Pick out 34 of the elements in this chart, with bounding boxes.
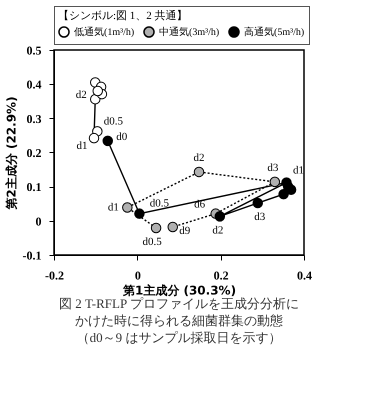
annotation: d0.5: [104, 115, 124, 128]
annotation: d0.5: [142, 236, 162, 248]
annotation: d3: [267, 162, 279, 174]
legend-label: 低通気(1m³/h): [74, 26, 134, 38]
annotation: d9: [179, 224, 191, 237]
x-tick-label: 0.4: [297, 268, 312, 282]
annotation: d0.5: [150, 198, 170, 210]
caption: 図 2 T-RFLP プロファイルを王成分分析に: [59, 296, 299, 311]
y-axis-title: 第2主成分 (22.9%): [4, 96, 19, 211]
y-tick-label: 0.3: [26, 112, 42, 126]
y-tick-label: -0.1: [22, 248, 42, 262]
annotation: d2: [76, 89, 87, 102]
legend-title: 【シンボル:図 1、2 共通】: [58, 9, 188, 22]
text: （d0～9 はサンプル採取日を示す）: [76, 330, 282, 345]
y-tick-label: 0.4: [26, 78, 42, 92]
text: かけた時に得られる細菌群集の動態: [75, 313, 283, 328]
annotation: d1: [108, 202, 119, 214]
annotation: d3: [254, 211, 266, 224]
x-tick-label: 0.2: [214, 268, 229, 282]
y-tick-label: 0.5: [26, 44, 42, 58]
annotation: d2: [194, 152, 204, 164]
x-tick-label: -0.2: [45, 268, 64, 282]
annotation: d1: [293, 164, 304, 177]
annotation: d2: [212, 224, 224, 236]
x-tick-label: 0: [134, 268, 141, 282]
y-tick-label: 0.1: [26, 180, 42, 194]
x-axis-title: 第1主成分 (30.3%): [122, 284, 236, 298]
y-tick-label: 0: [36, 214, 42, 228]
annotation: d1: [76, 140, 88, 152]
legend-label: 中通気(3m³/h): [159, 26, 220, 38]
y-tick-label: 0.2: [26, 146, 42, 160]
annotation: d6: [194, 198, 206, 211]
annotation: d0: [116, 130, 128, 143]
legend-label: 高通気(5m³/h): [244, 26, 304, 38]
